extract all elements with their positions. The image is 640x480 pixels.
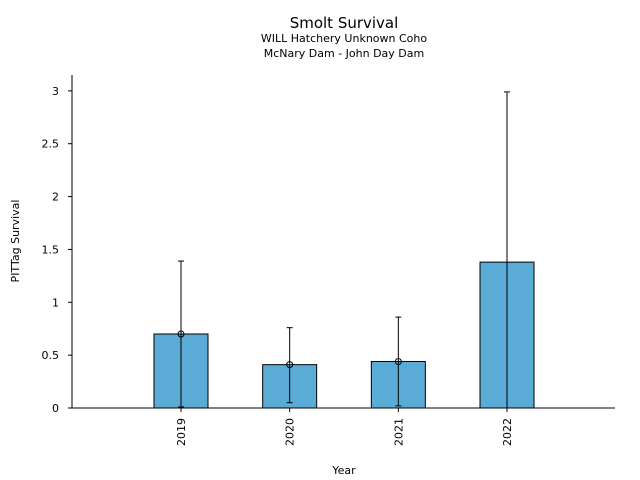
- chart-title: Smolt Survival: [290, 14, 399, 32]
- point-2020: [286, 361, 294, 369]
- chart-subtitle-line-2: McNary Dam - John Day Dam: [264, 47, 424, 60]
- chart-subtitle-line-1: WILL Hatchery Unknown Coho: [261, 32, 427, 45]
- x-tick-label: 2020: [284, 418, 297, 446]
- y-tick-label: 2.5: [42, 138, 60, 151]
- point-2021: [394, 357, 402, 365]
- y-tick-label: 3: [52, 85, 59, 98]
- bars: [153, 261, 535, 409]
- error-bars: [178, 91, 511, 408]
- y-tick-label: 0: [52, 402, 59, 415]
- x-tick-label: 2022: [501, 418, 514, 446]
- x-axis-label: Year: [331, 464, 356, 477]
- x-tick-label: 2019: [175, 418, 188, 446]
- y-axis-label: PITTag Survival: [9, 200, 22, 283]
- point-markers: [177, 330, 402, 369]
- y-tick-label: 2: [52, 191, 59, 204]
- x-ticks: 2019 2020 2021 2022: [175, 408, 514, 446]
- point-2019: [177, 330, 185, 338]
- x-tick-label: 2021: [392, 418, 405, 446]
- y-tick-label: 1: [52, 296, 59, 309]
- y-tick-label: 1.5: [42, 243, 60, 256]
- y-tick-label: 0.5: [42, 349, 60, 362]
- y-ticks: 0 0.5 1 1.5 2 2.5 3: [42, 85, 72, 415]
